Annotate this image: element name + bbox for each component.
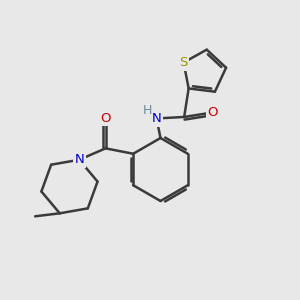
Text: N: N	[152, 112, 161, 125]
Text: N: N	[74, 153, 84, 166]
Text: S: S	[179, 56, 188, 69]
Text: O: O	[100, 112, 111, 125]
Text: O: O	[207, 106, 218, 119]
Text: H: H	[142, 103, 152, 117]
